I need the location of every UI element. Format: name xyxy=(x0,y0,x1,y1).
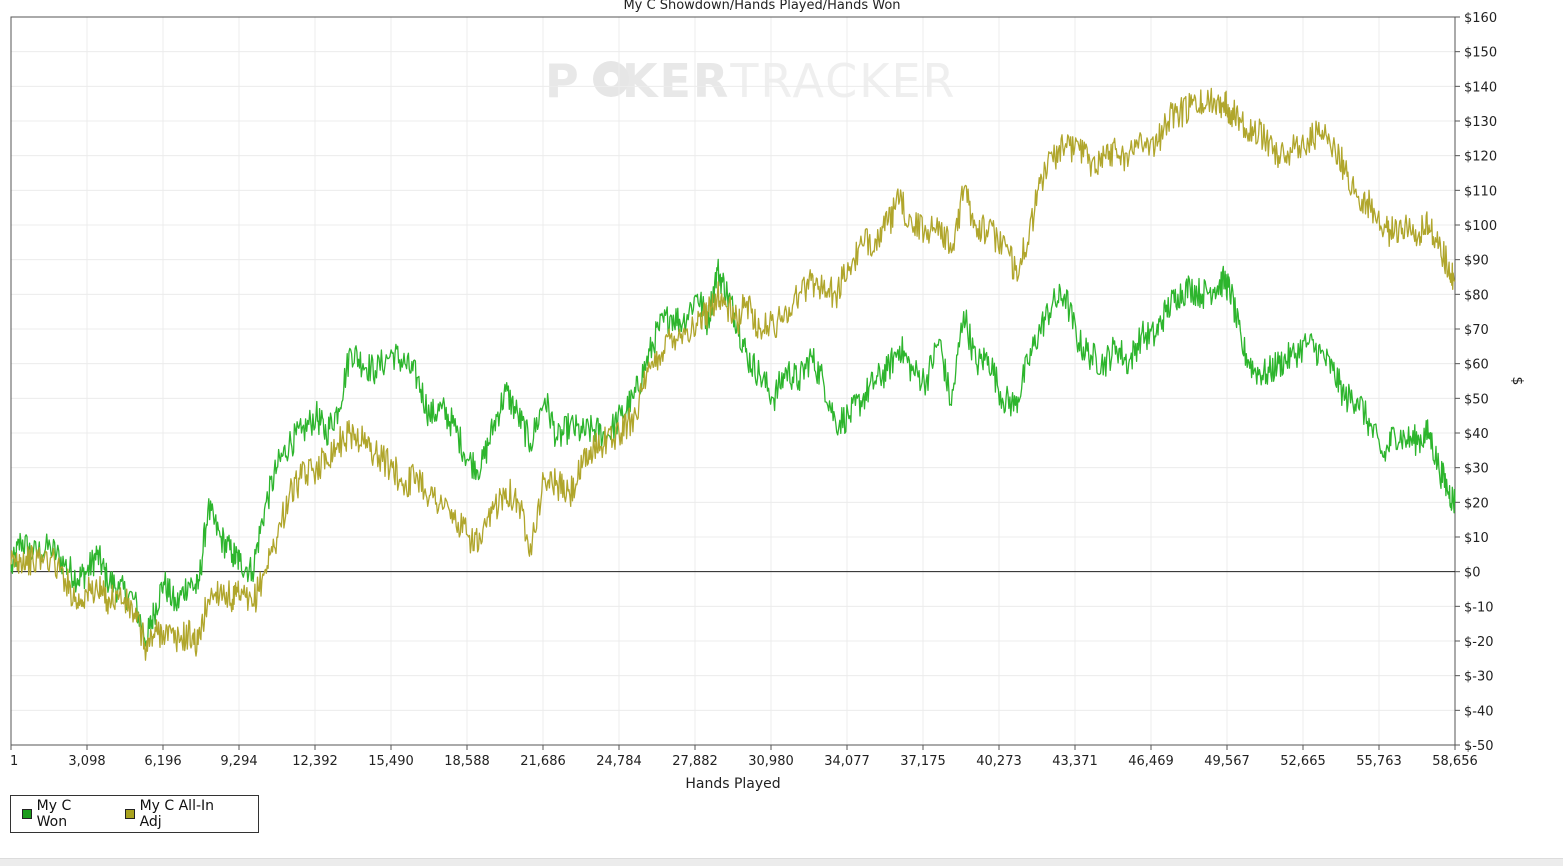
x-tick-label: 27,882 xyxy=(672,754,718,769)
y-tick-label: $150 xyxy=(1464,46,1497,61)
y-tick-label: $-10 xyxy=(1464,600,1494,615)
x-axis-title: Hands Played xyxy=(685,776,780,792)
plot-frame xyxy=(10,16,1456,746)
x-tick-label: 55,763 xyxy=(1356,754,1402,769)
y-tick-label: $-30 xyxy=(1464,670,1494,685)
y-axis-title: $ xyxy=(1509,377,1525,386)
y-tick-label: $50 xyxy=(1464,392,1489,407)
y-tick-label: $160 xyxy=(1464,11,1497,26)
x-tick-label: 34,077 xyxy=(824,754,870,769)
y-tick-label: $140 xyxy=(1464,80,1497,95)
x-tick-label: 58,656 xyxy=(1432,754,1478,769)
y-tick-label: $100 xyxy=(1464,219,1497,234)
y-tick-label: $70 xyxy=(1464,323,1489,338)
y-tick-label: $-20 xyxy=(1464,635,1494,650)
legend-item-my-c-won[interactable]: My C Won xyxy=(22,798,103,830)
x-tick-label: 30,980 xyxy=(748,754,794,769)
legend-swatch-my-c-won xyxy=(22,809,32,819)
x-tick-label: 46,469 xyxy=(1128,754,1174,769)
watermark-prefix: P xyxy=(545,54,581,108)
series-layer xyxy=(10,87,1456,661)
watermark: POKERTRACKER xyxy=(545,54,957,108)
y-tick-label: $-40 xyxy=(1464,704,1494,719)
y-tick-label: $10 xyxy=(1464,531,1489,546)
chip-icon-center xyxy=(604,72,618,86)
watermark-tracker: TRACKER xyxy=(729,54,956,108)
y-tick-label: $60 xyxy=(1464,358,1489,373)
x-tick-label: 37,175 xyxy=(900,754,946,769)
watermark-suffix: KER xyxy=(622,54,731,108)
legend-item-my-c-all-in-adj[interactable]: My C All-In Adj xyxy=(124,798,236,830)
x-tick-label: 49,567 xyxy=(1204,754,1250,769)
y-tick-label: $110 xyxy=(1464,184,1497,199)
x-tick-label: 18,588 xyxy=(444,754,490,769)
x-tick-label: 9,294 xyxy=(220,754,257,769)
series-line-my-c-all-in-adj xyxy=(10,87,1456,661)
x-tick-label: 15,490 xyxy=(368,754,414,769)
tick-labels: 1 3,098 6,196 9,294 12,392 15,490 18,588 21,686… xyxy=(10,11,1497,769)
svg-text:POKERTRACKER: POKERTRACKER xyxy=(545,54,957,108)
x-tick-label: 12,392 xyxy=(292,754,338,769)
y-tick-label: $-50 xyxy=(1464,739,1494,754)
x-tick-label: 43,371 xyxy=(1052,754,1098,769)
x-tick-label: 6,196 xyxy=(144,754,181,769)
x-tick-label: 1 xyxy=(10,754,18,769)
bottom-strip xyxy=(0,858,1563,866)
y-tick-label: $120 xyxy=(1464,150,1497,165)
y-tick-label: $0 xyxy=(1464,566,1481,581)
y-tick-label: $30 xyxy=(1464,462,1489,477)
legend-label: My C Won xyxy=(36,798,72,830)
x-tick-label: 3,098 xyxy=(68,754,105,769)
series-line-my-c-won xyxy=(10,258,1456,650)
chart-title: My C Showdown/Hands Played/Hands Won xyxy=(623,0,900,13)
y-tick-label: $20 xyxy=(1464,496,1489,511)
legend-label: My C All-In Adj xyxy=(139,798,215,830)
x-tick-label: 52,665 xyxy=(1280,754,1326,769)
x-tick-label: 21,686 xyxy=(520,754,566,769)
legend-swatch-my-c-all-in-adj xyxy=(124,809,135,819)
y-tick-label: $80 xyxy=(1464,288,1489,303)
y-tick-label: $130 xyxy=(1464,115,1497,130)
legend: My C Won My C All-In Adj xyxy=(10,795,259,833)
x-tick-label: 40,273 xyxy=(976,754,1022,769)
x-tick-label: 24,784 xyxy=(596,754,642,769)
y-tick-label: $90 xyxy=(1464,254,1489,269)
y-tick-label: $40 xyxy=(1464,427,1489,442)
